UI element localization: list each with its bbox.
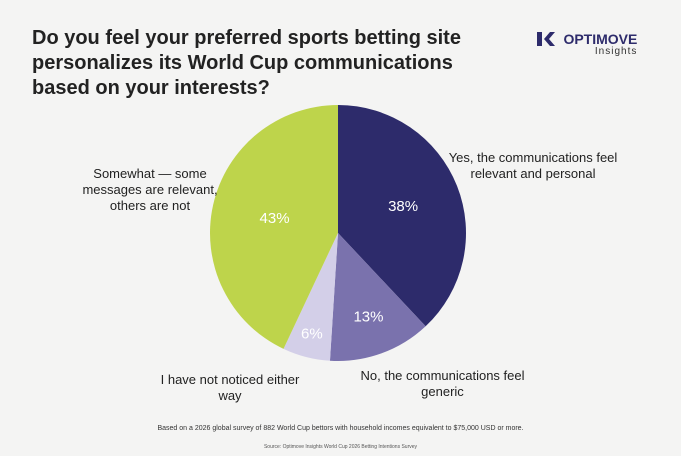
- value-label: 43%: [260, 210, 290, 227]
- brand-sub: Insights: [594, 46, 638, 57]
- category-label: I have not noticed either way: [160, 372, 300, 403]
- category-label: Yes, the communications feel relevant an…: [448, 150, 618, 181]
- brand: OPTIMOVE: [563, 30, 638, 47]
- pie-slice: [283, 233, 338, 361]
- logo: OPTIMOVE Insights: [537, 30, 637, 57]
- source: Source: Optimove Insights World Cup 2026…: [263, 444, 418, 450]
- logo-icon: [537, 31, 555, 46]
- pie-slice: [209, 105, 338, 349]
- category-label: No, the communications feel generic: [360, 368, 525, 399]
- value-label: 38%: [388, 198, 418, 215]
- footnote: Based on a 2026 global survey of 882 Wor…: [157, 425, 524, 432]
- value-label: 6%: [301, 326, 323, 343]
- pie-slice: [329, 233, 426, 362]
- pie-slice: [338, 105, 466, 327]
- category-label: Somewhat — some messages are relevant, o…: [82, 166, 218, 213]
- chart-title: Do you feel your preferred sports bettin…: [32, 27, 461, 99]
- value-label: 13%: [353, 309, 383, 326]
